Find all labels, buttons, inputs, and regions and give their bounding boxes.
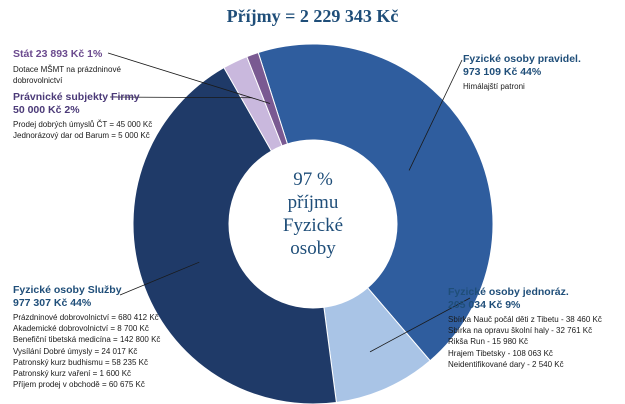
chart-title: Příjmy = 2 229 343 Kč bbox=[226, 6, 399, 26]
label-stat-details: Dotace MŠMT na prázdninové dobrovolnictv… bbox=[13, 64, 121, 86]
label-detail: Patronský kurz budhismu = 58 235 Kč bbox=[13, 357, 148, 367]
leader-sluzby bbox=[119, 261, 200, 296]
label-pravidel-value: 973 109 Kč 44% bbox=[463, 65, 542, 78]
label-stat: Stát 23 893 Kč 1% Dotace MŠMT na prázdni… bbox=[13, 48, 121, 86]
label-detail: Prodej dobrých úmyslů ČT = 45 000 Kč bbox=[13, 120, 153, 129]
center-label-line: osoby bbox=[290, 238, 336, 259]
label-sluzby-details: Prázdninové dobrovolnictví = 680 412 Kč … bbox=[13, 312, 160, 390]
label-sluzby: Fyzické osoby Služby 977 307 Kč 44% Práz… bbox=[13, 284, 160, 390]
label-detail: Neidentifikované dary - 2 540 Kč bbox=[448, 359, 564, 369]
label-pravnicke-head: Právnické subjekty Firmy bbox=[13, 91, 140, 103]
label-sluzby-head: Fyzické osoby Služby bbox=[13, 284, 122, 296]
slice-pravidel bbox=[257, 43, 494, 362]
label-jednoraz: Fyzické osoby jednoráz. 205 034 Kč 9% Sb… bbox=[448, 286, 602, 370]
label-pravnicke: Právnické subjekty Firmy 50 000 Kč 2% Pr… bbox=[13, 91, 152, 141]
center-label-line: příjmu bbox=[287, 192, 339, 213]
label-detail: Příjem prodej v obchodě = 60 675 Kč bbox=[13, 380, 145, 390]
label-detail: Vysílání Dobré úmysly = 24 017 Kč bbox=[13, 346, 138, 356]
label-detail: Sbírka na opravu školní haly - 32 761 Kč bbox=[448, 326, 593, 336]
slice-stat bbox=[246, 51, 289, 147]
label-detail: Hrajem Tibetsky - 108 063 Kč bbox=[448, 348, 553, 358]
label-detail: Prázdninové dobrovolnictví = 680 412 Kč bbox=[13, 313, 159, 322]
slice-sluzby bbox=[132, 66, 337, 404]
label-detail: Jednorázový dar od Barum = 5 000 Kč bbox=[13, 131, 150, 141]
label-sluzby-value: 977 307 Kč 44% bbox=[13, 296, 92, 309]
label-detail: Benefiční tibetská medicína = 142 800 Kč bbox=[13, 335, 161, 345]
center-label: 97 % příjmu Fyzické osoby bbox=[253, 168, 373, 260]
label-detail: Himálajští patroni bbox=[463, 82, 525, 91]
label-pravidel-details: Himálajští patroni bbox=[463, 81, 581, 92]
leader-stat bbox=[107, 52, 271, 104]
center-label-line: 97 % bbox=[293, 169, 333, 190]
label-detail: Rikša Run - 15 980 Kč bbox=[448, 337, 529, 347]
label-detail: dobrovolnictví bbox=[13, 75, 63, 85]
label-jednoraz-details: Sbírka Nauč počál děti z Tibetu - 38 460… bbox=[448, 314, 602, 370]
leader-pravnicke bbox=[109, 96, 253, 99]
label-pravidel: Fyzické osoby pravidel. 973 109 Kč 44% H… bbox=[463, 53, 581, 92]
label-pravnicke-value: 50 000 Kč 2% bbox=[13, 103, 80, 116]
label-pravnicke-details: Prodej dobrých úmyslů ČT = 45 000 Kč Jed… bbox=[13, 119, 152, 141]
label-detail: Dotace MŠMT na prázdninové bbox=[13, 64, 121, 74]
label-detail: Akademické dobrovolnictví = 8 700 Kč bbox=[13, 324, 149, 334]
label-stat-head: Stát 23 893 Kč 1% bbox=[13, 48, 103, 60]
label-detail: Patronský kurz vaření = 1 600 Kč bbox=[13, 369, 132, 379]
label-pravidel-head: Fyzické osoby pravidel. bbox=[463, 53, 581, 65]
label-jednoraz-head: Fyzické osoby jednoráz. bbox=[448, 286, 569, 298]
center-label-line: Fyzické bbox=[282, 215, 344, 236]
leader-pravidel bbox=[408, 59, 463, 171]
label-jednoraz-value: 205 034 Kč 9% bbox=[448, 298, 521, 311]
label-detail: Sbírka Nauč počál děti z Tibetu - 38 460… bbox=[448, 315, 602, 324]
leader-jednoraz bbox=[369, 297, 471, 353]
